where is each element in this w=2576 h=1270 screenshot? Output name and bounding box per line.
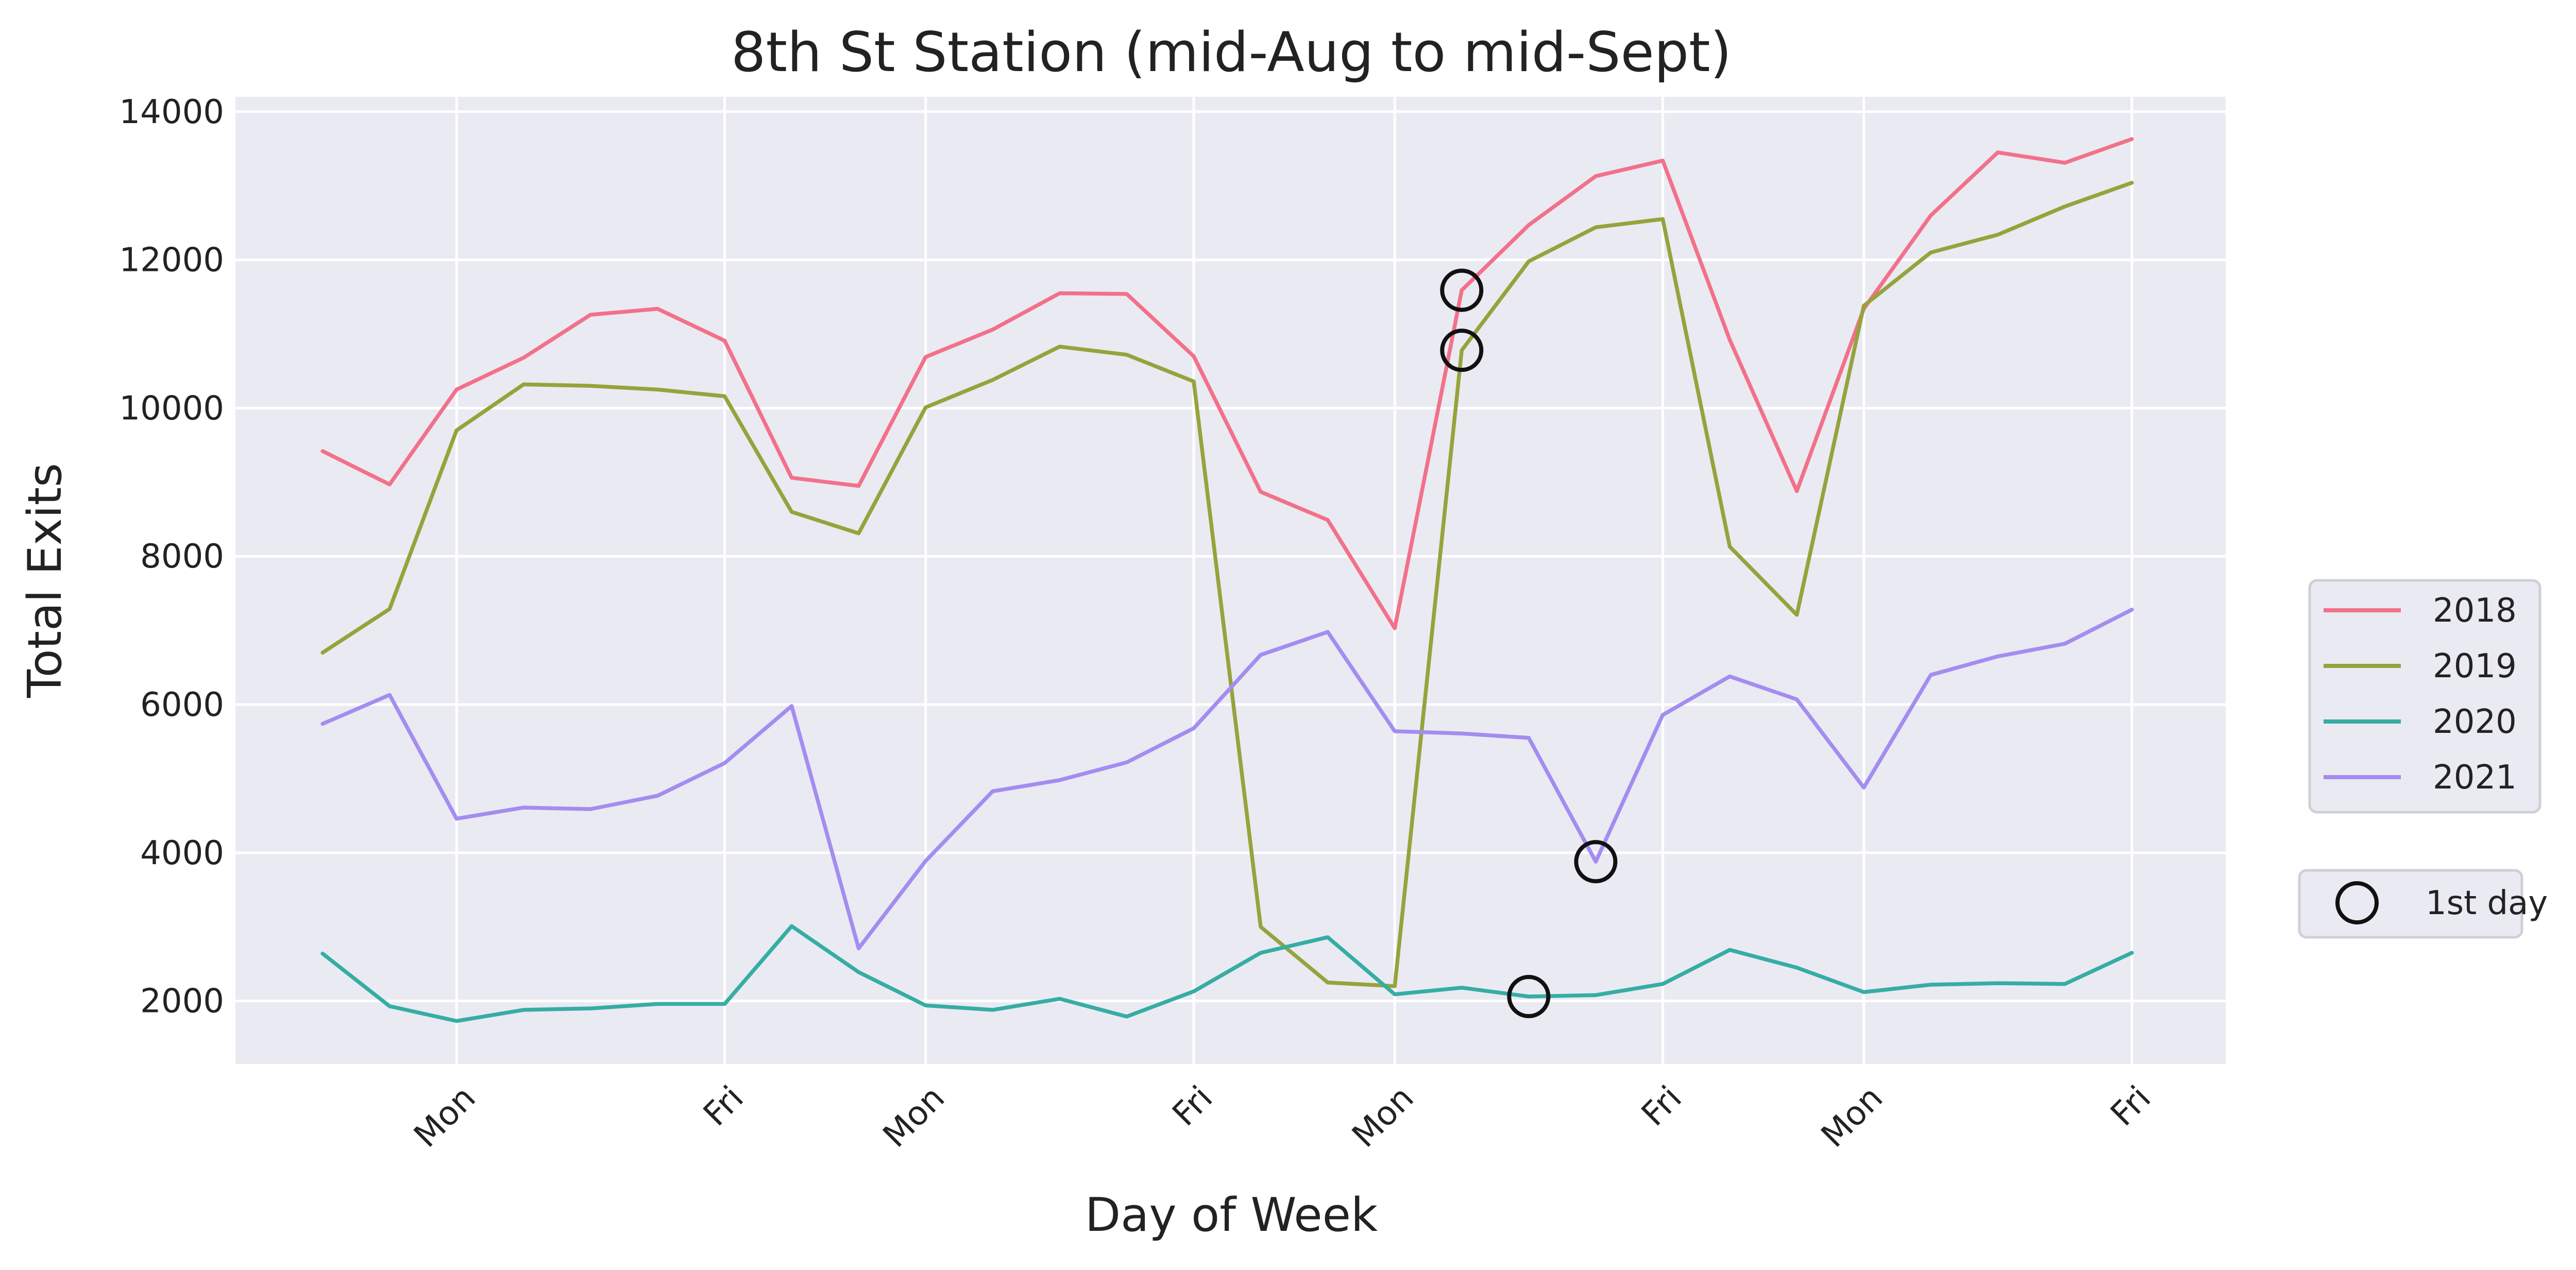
marker-legend-label: 1st day bbox=[2426, 884, 2548, 922]
y-tick-label-12000: 12000 bbox=[119, 242, 224, 280]
y-tick-label-2000: 2000 bbox=[140, 983, 224, 1021]
first-day-marker-0 bbox=[1440, 268, 1484, 312]
legend-label-2018: 2018 bbox=[2433, 592, 2517, 630]
y-tick-label-10000: 10000 bbox=[119, 389, 224, 427]
legend-series: 2018 2019 2020 2021 bbox=[2308, 579, 2541, 814]
first-day-markers bbox=[1440, 268, 1618, 1019]
legend-markers: 1st day bbox=[2298, 869, 2548, 939]
x-axis-label: Day of Week bbox=[1085, 1188, 1378, 1242]
plot-area bbox=[235, 97, 2226, 1064]
series-line-2018 bbox=[320, 137, 2134, 630]
first-day-marker-2 bbox=[1507, 975, 1551, 1019]
legend-label-2021: 2021 bbox=[2433, 759, 2517, 797]
chart-title: 8th St Station (mid-Aug to mid-Sept) bbox=[731, 21, 1732, 84]
legend-box bbox=[2308, 579, 2541, 814]
grid-lines bbox=[235, 97, 2226, 1064]
legend-label-2020: 2020 bbox=[2433, 703, 2517, 741]
marker-legend-swatch bbox=[2335, 881, 2379, 924]
series-lines bbox=[320, 137, 2134, 1023]
y-tick-labels: 2000 4000 6000 8000 10000 12000 14000 bbox=[119, 93, 224, 1021]
series-line-2019 bbox=[320, 181, 2134, 988]
legend-label-2019: 2019 bbox=[2433, 647, 2517, 685]
y-tick-label-4000: 4000 bbox=[140, 834, 224, 872]
series-line-2021 bbox=[320, 608, 2134, 951]
y-tick-label-6000: 6000 bbox=[140, 686, 224, 724]
first-day-marker-3 bbox=[1574, 840, 1618, 884]
y-tick-label-8000: 8000 bbox=[140, 538, 224, 576]
first-day-marker-1 bbox=[1440, 329, 1484, 372]
series-line-2020 bbox=[320, 924, 2134, 1023]
y-tick-label-14000: 14000 bbox=[119, 93, 224, 131]
y-axis-label: Total Exits bbox=[18, 463, 72, 698]
